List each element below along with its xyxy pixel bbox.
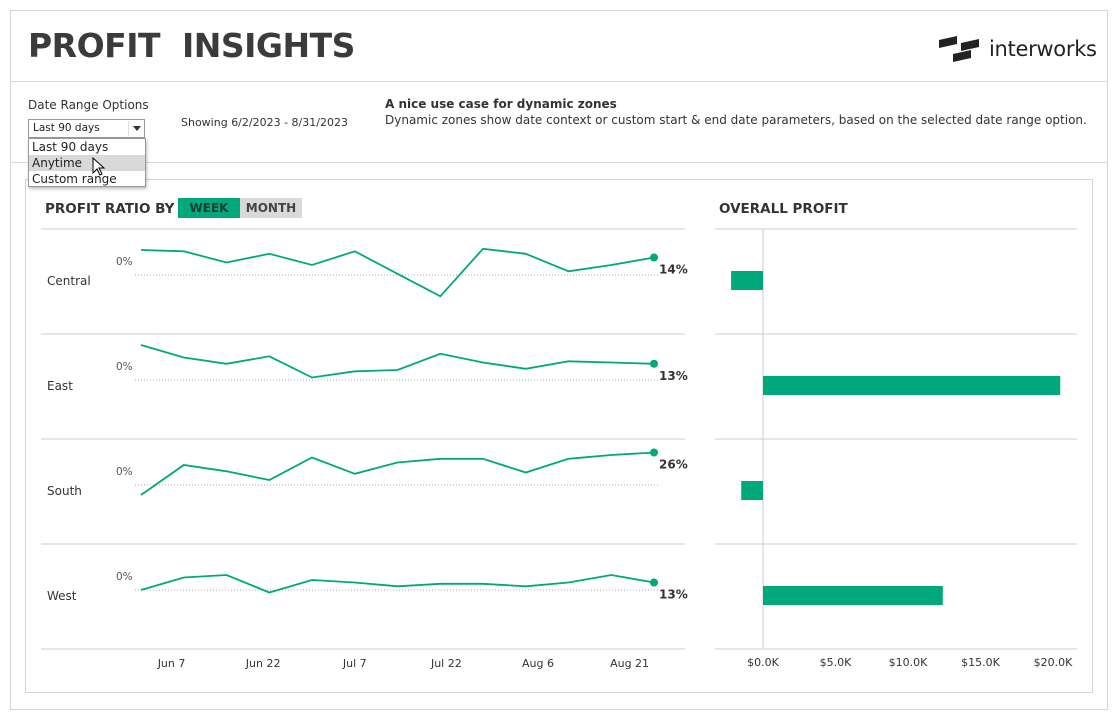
x-tick-label: $20.0K <box>1034 656 1073 669</box>
zero-label: 0% <box>116 256 133 268</box>
logo-mark-icon <box>939 36 979 62</box>
series-line-west <box>140 574 655 594</box>
mouse-cursor-icon <box>92 157 106 176</box>
end-label-central: 14% <box>659 263 688 277</box>
end-point-east <box>650 359 658 368</box>
profit-bar-east <box>763 376 1061 395</box>
charts-panel <box>25 179 1093 693</box>
note-title: A nice use case for dynamic zones <box>385 97 617 111</box>
toggle-week-button[interactable]: WEEK <box>178 198 240 218</box>
x-tick-label: Aug 21 <box>610 657 649 670</box>
date-range-menu: Last 90 days Anytime Custom range <box>28 138 146 187</box>
dashboard-header: PROFIT INSIGHTS interworks <box>10 10 1108 82</box>
option-anytime[interactable]: Anytime <box>29 155 145 171</box>
series-line-south <box>140 451 655 496</box>
region-label-east: East <box>47 379 73 393</box>
x-tick-label: Jul 7 <box>342 657 367 670</box>
toggle-month-button[interactable]: MONTH <box>240 198 302 218</box>
x-tick-label: Aug 6 <box>522 657 554 670</box>
series-line-east <box>140 344 655 379</box>
x-tick-label: $10.0K <box>889 656 928 669</box>
dashboard-frame <box>10 10 1108 710</box>
overall-profit-title: OVERALL PROFIT <box>719 201 848 217</box>
profit-bar-central <box>731 271 763 290</box>
x-tick-label: Jun 7 <box>157 657 186 670</box>
end-point-west <box>650 578 658 587</box>
zero-label: 0% <box>116 571 133 583</box>
controls-bar: Date Range Options Last 90 days Showing … <box>10 83 1108 163</box>
date-range-label: Date Range Options <box>28 98 149 112</box>
date-context-text: Showing 6/2/2023 - 8/31/2023 <box>181 116 348 129</box>
option-custom-range[interactable]: Custom range <box>32 172 117 186</box>
profit-bar-west <box>763 586 943 605</box>
end-label-south: 26% <box>659 458 688 472</box>
x-tick-label: $0.0K <box>747 656 779 669</box>
end-label-west: 13% <box>659 588 688 602</box>
profit-bar-south <box>741 481 763 500</box>
chevron-down-icon[interactable] <box>128 121 143 136</box>
region-label-south: South <box>47 484 82 498</box>
x-tick-label: $5.0K <box>820 656 852 669</box>
x-tick-label: $15.0K <box>961 656 1000 669</box>
page-title: PROFIT INSIGHTS <box>28 26 355 65</box>
note-body: Dynamic zones show date context or custo… <box>385 113 1087 127</box>
end-label-east: 13% <box>659 369 688 383</box>
region-label-west: West <box>47 589 77 603</box>
end-point-central <box>650 253 658 262</box>
zero-label: 0% <box>116 466 133 478</box>
profit-ratio-title: PROFIT RATIO BY <box>45 201 175 217</box>
region-label-central: Central <box>47 274 91 288</box>
end-point-south <box>650 448 658 457</box>
series-line-central <box>140 247 655 298</box>
option-last-90-days[interactable]: Last 90 days <box>32 140 109 154</box>
x-tick-label: Jun 22 <box>245 657 281 670</box>
date-range-dropdown[interactable]: Last 90 days <box>28 119 145 138</box>
interworks-logo: interworks <box>937 32 1097 72</box>
zero-label: 0% <box>116 361 133 373</box>
x-tick-label: Jul 22 <box>430 657 462 670</box>
dropdown-value: Last 90 days <box>33 122 100 134</box>
logo-text: interworks <box>989 37 1097 61</box>
